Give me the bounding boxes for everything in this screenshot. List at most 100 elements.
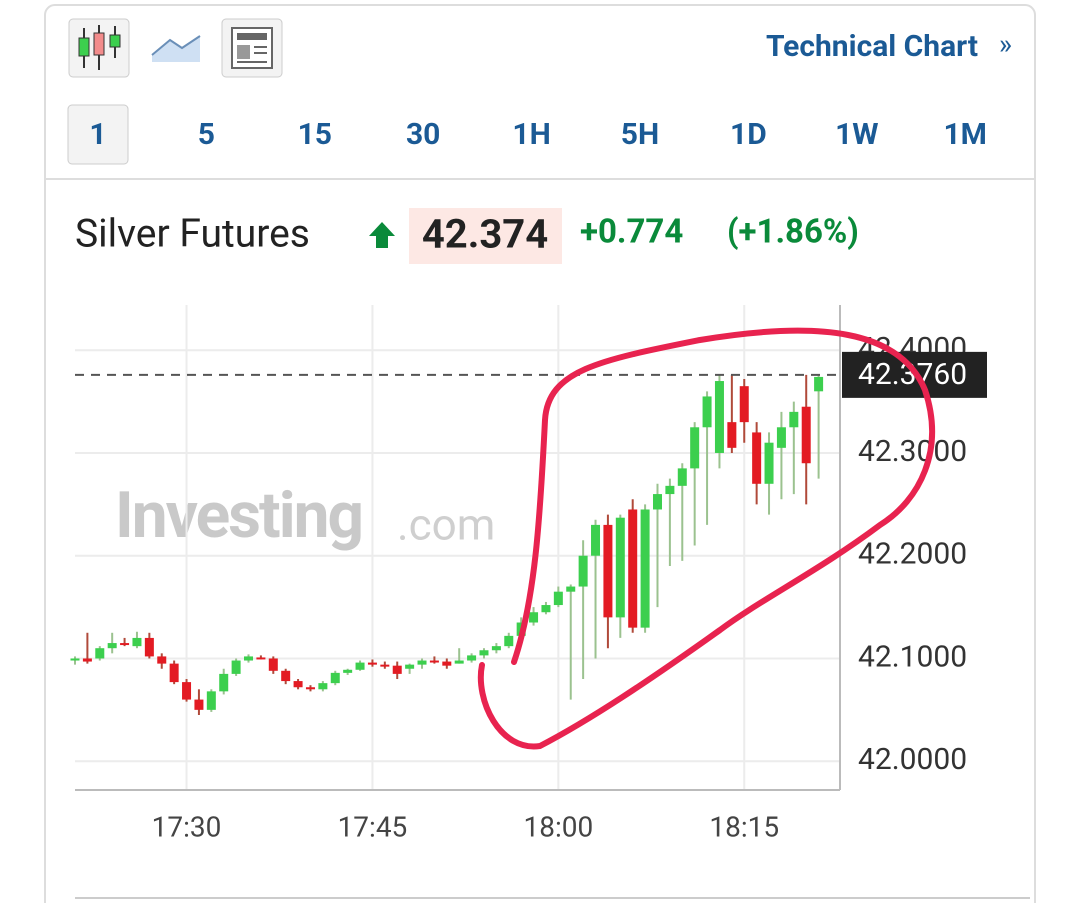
candle-body bbox=[182, 682, 192, 700]
candle-body bbox=[752, 432, 762, 484]
candle-body bbox=[392, 665, 402, 674]
candle-body bbox=[541, 605, 551, 613]
candle-body bbox=[405, 664, 415, 669]
candle-body bbox=[305, 687, 315, 690]
candle-body bbox=[615, 517, 625, 618]
y-tick-label: 42.1000 bbox=[858, 639, 967, 674]
watermark: Investing bbox=[115, 478, 362, 553]
candle-body bbox=[367, 662, 377, 665]
candle-body bbox=[169, 663, 179, 683]
icon-area bbox=[152, 36, 200, 62]
candle-body bbox=[529, 612, 539, 623]
last-price-label: 42.3760 bbox=[858, 357, 967, 392]
x-tick-label: 17:30 bbox=[152, 810, 222, 843]
y-tick-label: 42.2000 bbox=[858, 537, 967, 572]
candle-body bbox=[714, 381, 724, 453]
timeframe-button[interactable]: 15 bbox=[298, 117, 332, 152]
timeframe-button[interactable]: 1D bbox=[730, 117, 767, 152]
icon-stroke bbox=[237, 33, 267, 40]
candle-body bbox=[566, 586, 576, 592]
icon-stroke bbox=[78, 37, 90, 57]
price-change: +0.774 bbox=[580, 213, 683, 252]
candle-body bbox=[268, 658, 278, 671]
y-tick-label: 42.3000 bbox=[858, 434, 967, 469]
candle-body bbox=[330, 672, 340, 684]
price: 42.374 bbox=[422, 211, 548, 258]
candle-body bbox=[82, 658, 92, 662]
card bbox=[44, 4, 1036, 907]
candle-body bbox=[380, 664, 390, 667]
up-arrow bbox=[369, 222, 395, 248]
link-arrow[interactable]: » bbox=[999, 27, 1012, 60]
line-icon-button[interactable] bbox=[151, 35, 201, 62]
candle-body bbox=[727, 422, 737, 448]
icon-stroke bbox=[93, 32, 105, 56]
candle-body bbox=[417, 660, 427, 665]
candle-body bbox=[343, 669, 353, 673]
watermark-suffix: .com bbox=[397, 499, 495, 551]
candle-body bbox=[690, 427, 700, 469]
candle-body bbox=[677, 468, 687, 486]
candle-body bbox=[144, 637, 154, 657]
candle-body bbox=[665, 485, 675, 495]
candle-body bbox=[789, 411, 799, 428]
candle-body bbox=[467, 655, 477, 661]
candle-body bbox=[157, 656, 167, 664]
candle-body bbox=[702, 396, 712, 428]
candle-body bbox=[256, 657, 266, 660]
x-tick-label: 18:00 bbox=[523, 810, 593, 843]
percent-change: (+1.86%) bbox=[727, 213, 859, 252]
candle-body bbox=[120, 643, 130, 646]
candle-body bbox=[442, 661, 452, 666]
candle-body bbox=[652, 494, 662, 510]
candle-body bbox=[504, 635, 514, 647]
candle-body bbox=[454, 660, 464, 664]
timeframe-button[interactable]: 1W bbox=[835, 117, 878, 152]
candle-body bbox=[244, 656, 254, 661]
candle-body bbox=[219, 673, 229, 692]
icon-stroke bbox=[109, 34, 121, 48]
candle-body bbox=[491, 646, 501, 651]
candle-body bbox=[293, 681, 303, 688]
candle-icon-button[interactable] bbox=[68, 18, 130, 78]
timeframe-button[interactable]: 1H bbox=[512, 117, 550, 152]
candle-body bbox=[318, 683, 328, 690]
candle-body bbox=[814, 376, 824, 392]
news-icon-button[interactable] bbox=[221, 18, 283, 78]
timeframe-button[interactable]: 30 bbox=[406, 117, 440, 152]
candle-body bbox=[578, 555, 588, 587]
candle-body bbox=[194, 699, 204, 710]
candle-body bbox=[70, 658, 80, 661]
y-tick-label: 42.0000 bbox=[858, 742, 967, 777]
candle-body bbox=[206, 691, 216, 710]
technical-chart-link[interactable]: Technical Chart bbox=[766, 29, 978, 64]
candle-body bbox=[231, 660, 241, 674]
candle-body bbox=[429, 660, 439, 663]
candle-body bbox=[628, 509, 638, 628]
candle-body bbox=[764, 442, 774, 484]
candle-body bbox=[281, 670, 291, 682]
candle-body bbox=[355, 662, 365, 670]
candle-body bbox=[640, 509, 650, 628]
candle-body bbox=[479, 650, 489, 656]
annotation-circle bbox=[477, 327, 936, 750]
candle-body bbox=[801, 406, 811, 464]
icon-stroke bbox=[151, 35, 201, 56]
icon-stroke bbox=[237, 45, 250, 59]
candle-body bbox=[107, 643, 117, 649]
candle-body bbox=[95, 648, 105, 659]
timeframe-button[interactable]: 5H bbox=[621, 117, 659, 152]
candle-body bbox=[739, 386, 749, 423]
candle-body bbox=[776, 427, 786, 448]
x-tick-label: 18:15 bbox=[709, 810, 779, 843]
instrument-name: Silver Futures bbox=[75, 210, 310, 256]
timeframe-button[interactable]: 5 bbox=[198, 117, 215, 152]
timeframe-button[interactable]: 1M bbox=[943, 117, 986, 152]
chart: Investing .com 17:30 17:45 18:00 18:15 42.0000… bbox=[70, 305, 987, 843]
timeframe-button[interactable]: 1 bbox=[89, 117, 106, 152]
active-timeframe-frame bbox=[67, 104, 129, 165]
price-highlight bbox=[409, 208, 562, 264]
candle-body bbox=[591, 524, 601, 556]
